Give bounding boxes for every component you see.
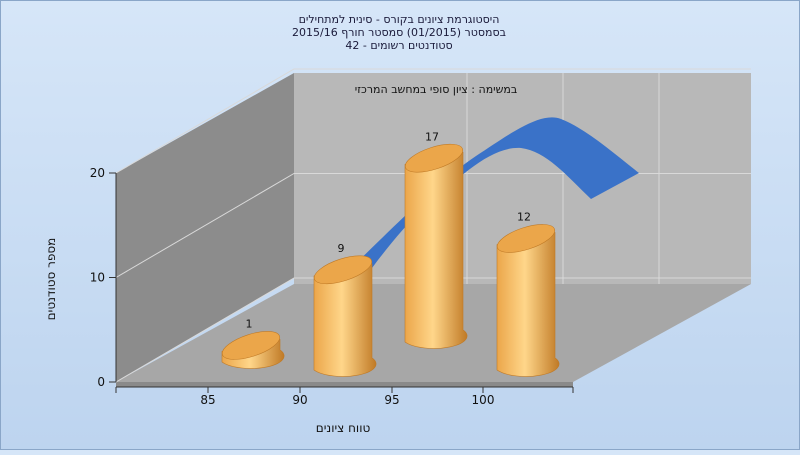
gridline-y: [115, 68, 751, 174]
chart-title: היסטוגרמת ציונים בקורס - סינית למתחילים …: [292, 13, 506, 52]
x-tick-label: 100: [472, 393, 495, 407]
bar-value-label: 9: [338, 242, 345, 255]
y-ticks: 0 10 20: [90, 166, 116, 389]
bar-body: [496, 232, 560, 377]
bar-cap: [221, 331, 281, 360]
y-axis-title: מספר סטודנטים: [44, 238, 58, 321]
bar-body: [404, 151, 468, 349]
x-tick-label: 90: [292, 393, 307, 407]
trend-curve: [339, 117, 639, 279]
title-line-3: סטודנטים רשומים - 42: [345, 39, 452, 52]
plot-note: במשימה : ציון סופי במחשב המרכזי: [355, 83, 518, 96]
title-line-1: היסטוגרמת ציונים בקורס - סינית למתחילים: [299, 13, 500, 26]
bar-value-label: 1: [246, 318, 253, 331]
bar: 17: [404, 130, 468, 349]
y-tick-label: 20: [90, 166, 105, 180]
floor-front-edge: [116, 382, 573, 387]
left-wall: [116, 73, 294, 382]
bar-cap: [496, 224, 556, 253]
bar-cap: [313, 255, 373, 285]
x-tick-label: 85: [200, 393, 215, 407]
x-ticks: 85 90 95 100: [115, 387, 574, 407]
bar: 1: [221, 318, 285, 369]
bars-group: 1 9 17 12: [221, 130, 560, 377]
bar: 9: [313, 242, 377, 377]
bar-body: [313, 263, 377, 377]
gridline-y: [115, 277, 751, 383]
x-tick-label: 95: [384, 393, 399, 407]
y-tick-label: 0: [97, 375, 105, 389]
bar-value-label: 12: [517, 211, 531, 224]
bar-value-label: 17: [425, 130, 439, 143]
y-tick-label: 10: [90, 271, 105, 285]
bar-cap: [404, 143, 464, 173]
bar: 12: [496, 211, 560, 377]
title-line-2: בסמסטר (01/2015) סמסטר חורף 2015/16: [292, 26, 506, 39]
x-axis-title: טווח ציונים: [316, 421, 371, 435]
